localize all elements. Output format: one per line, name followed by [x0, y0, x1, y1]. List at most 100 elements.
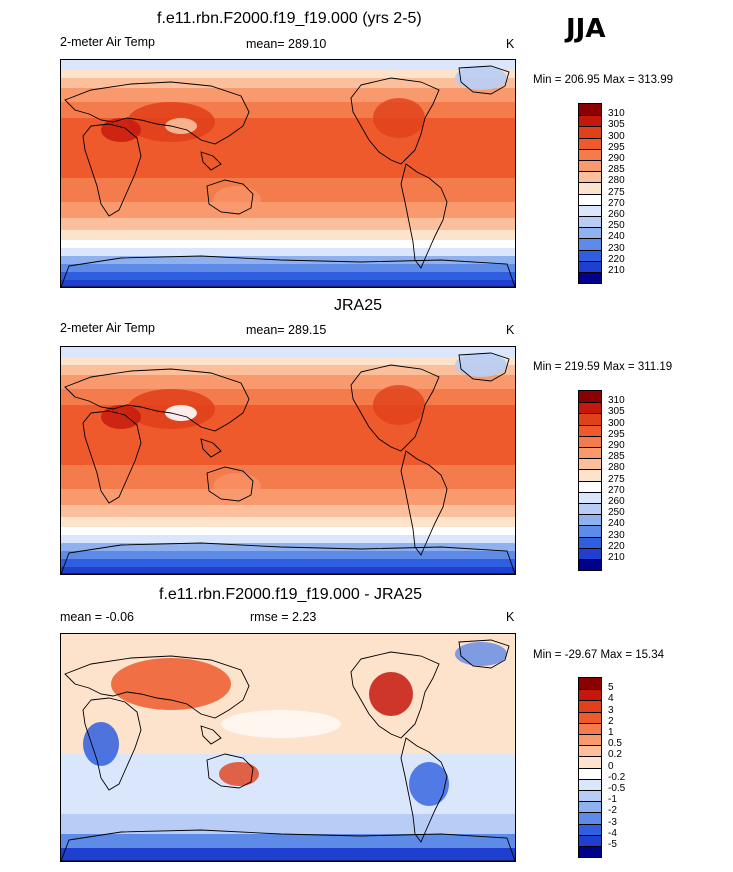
colorbar-label: 310	[608, 108, 625, 120]
colorbar-label: 220	[608, 253, 625, 265]
colorbar-swatch	[579, 790, 601, 802]
colorbar-label: 2	[608, 715, 614, 727]
panel-3-minmax: Min = -29.67 Max = 15.34	[533, 649, 665, 661]
colorbar-swatch	[579, 148, 601, 160]
panel-2-minmax: Min = 219.59 Max = 311.19	[533, 361, 673, 373]
colorbar-swatch	[579, 115, 601, 127]
colorbar-swatch	[579, 272, 601, 284]
colorbar-label: 295	[608, 428, 625, 440]
colorbar-swatch	[579, 216, 601, 228]
colorbar-label: 260	[608, 209, 625, 220]
colorbar-swatch	[579, 722, 601, 734]
colorbar-label: 230	[608, 242, 625, 254]
colorbar-label: 4	[608, 693, 614, 705]
colorbar-label: 290	[608, 440, 625, 451]
colorbar-swatch	[579, 160, 601, 172]
panel-1-units: K	[506, 37, 515, 51]
colorbar-swatch	[579, 801, 601, 813]
colorbar-swatch	[579, 480, 601, 492]
colorbar-label: 305	[608, 119, 625, 131]
panel-1-map	[60, 59, 516, 288]
colorbar-label: 250	[608, 220, 625, 232]
colorbar-label: 5	[608, 682, 614, 694]
panel-1-mean: mean= 289.10	[246, 37, 327, 51]
colorbar-swatch	[579, 182, 601, 194]
colorbar-label: 295	[608, 141, 625, 153]
panel-1-variable: 2-meter Air Temp	[60, 35, 155, 49]
colorbar-swatch	[579, 734, 601, 746]
colorbar-label: 300	[608, 417, 625, 429]
panel-2-variable: 2-meter Air Temp	[60, 321, 155, 335]
colorbar-label: 285	[608, 451, 625, 463]
colorbar-label: 280	[608, 175, 625, 187]
colorbar-swatch	[579, 514, 601, 526]
colorbar-swatch	[579, 469, 601, 481]
colorbar-swatch	[579, 547, 601, 559]
colorbar-swatch	[579, 204, 601, 216]
colorbar-label: 305	[608, 406, 625, 418]
colorbar-swatch	[579, 227, 601, 239]
colorbar-swatch	[579, 536, 601, 548]
colorbar-swatch	[579, 435, 601, 447]
colorbar-swatch	[579, 711, 601, 723]
colorbar-swatch	[579, 238, 601, 250]
colorbar-label: 1	[608, 727, 614, 738]
colorbar-swatch	[579, 424, 601, 436]
colorbar-swatch	[579, 700, 601, 712]
panel-3-units: K	[506, 610, 515, 624]
colorbar-label: 270	[608, 197, 625, 209]
colorbar-swatch	[579, 391, 601, 403]
colorbar-swatch	[579, 812, 601, 824]
colorbar-swatch	[579, 778, 601, 790]
colorbar-swatch	[579, 823, 601, 835]
colorbar-swatch	[579, 689, 601, 701]
colorbar-box	[578, 103, 602, 285]
colorbar-swatch	[579, 834, 601, 846]
colorbar-swatch	[579, 846, 601, 858]
colorbar-swatch	[579, 525, 601, 537]
colorbar-label: 250	[608, 507, 625, 519]
colorbar-swatch	[579, 402, 601, 414]
colorbar-label: 270	[608, 484, 625, 496]
panel-3-mean: mean = -0.06	[60, 610, 135, 624]
panel-2-units: K	[506, 323, 515, 337]
season-label: JJA	[566, 14, 606, 44]
panel-2-title: JRA25	[334, 297, 383, 314]
colorbar-swatch	[579, 104, 601, 116]
colorbar-label: -4	[608, 827, 617, 839]
colorbar-label: -0.5	[608, 783, 626, 794]
colorbar-label: -3	[608, 816, 617, 828]
colorbar-swatch	[579, 491, 601, 503]
colorbar-swatch	[579, 745, 601, 757]
colorbar-swatch	[579, 193, 601, 205]
colorbar-label: 240	[608, 518, 625, 530]
colorbar-swatch	[579, 137, 601, 149]
colorbar-label: 290	[608, 153, 625, 164]
colorbar-swatch	[579, 678, 601, 690]
colorbar-swatch	[579, 447, 601, 459]
colorbar-label: 0.2	[608, 749, 622, 761]
colorbar-swatch	[579, 171, 601, 183]
colorbar-swatch	[579, 260, 601, 272]
panel-1-minmax: Min = 206.95 Max = 313.99	[533, 74, 674, 86]
colorbar-swatch	[579, 767, 601, 779]
colorbar-swatch	[579, 249, 601, 261]
colorbar-label: 285	[608, 164, 625, 176]
panel-2-mean: mean= 289.15	[246, 323, 327, 337]
colorbar-label: 0.5	[608, 738, 622, 750]
panel-2-map	[60, 346, 516, 575]
colorbar-label: 220	[608, 540, 625, 552]
colorbar-label: 210	[608, 552, 625, 563]
colorbar-label: 3	[608, 704, 614, 716]
colorbar-label: 275	[608, 473, 625, 485]
panel-3-rmse: rmse = 2.23	[250, 610, 317, 624]
colorbar-label: -2	[608, 805, 617, 817]
colorbar-label: 0	[608, 760, 614, 772]
colorbar-swatch	[579, 503, 601, 515]
panel-3-map	[60, 633, 516, 862]
colorbar-swatch	[579, 559, 601, 571]
colorbar-label: 310	[608, 395, 625, 407]
colorbar-box	[578, 677, 602, 859]
colorbar-label: 210	[608, 265, 625, 276]
colorbar-label: -5	[608, 839, 617, 850]
